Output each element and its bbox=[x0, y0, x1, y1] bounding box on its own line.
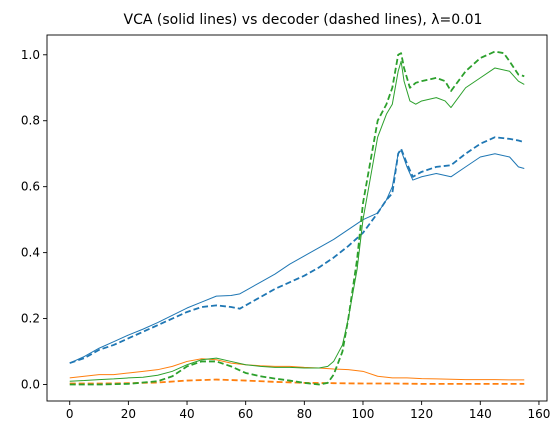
series-line-6-dashed bbox=[69, 50, 525, 386]
x-tick-label: 80 bbox=[297, 407, 312, 421]
x-tick-label: 0 bbox=[66, 407, 74, 421]
series-line-1-solid bbox=[69, 149, 525, 364]
x-tick-label: 140 bbox=[469, 407, 492, 421]
axes-frame bbox=[46, 34, 548, 402]
plot-area bbox=[69, 50, 525, 386]
series-group bbox=[69, 50, 525, 386]
y-tick-label: 0.0 bbox=[21, 378, 40, 392]
x-tick-label: 20 bbox=[121, 407, 136, 421]
y-tick-label: 0.8 bbox=[21, 114, 40, 128]
y-tick-label: 0.2 bbox=[21, 312, 40, 326]
y-tick-label: 0.6 bbox=[21, 180, 40, 194]
series-line-3-solid bbox=[69, 358, 525, 381]
y-tick-label: 0.4 bbox=[21, 246, 40, 260]
y-tick-label: 1.0 bbox=[21, 48, 40, 62]
x-tick-label: 60 bbox=[238, 407, 253, 421]
chart-title: VCA (solid lines) vs decoder (dashed lin… bbox=[124, 12, 483, 28]
series-line-2-dashed bbox=[69, 136, 525, 364]
axes: 0 20 40 60 80 100 120 140 160 0.0 0.2 0.4 0.6 0.8 1.0 bbox=[21, 34, 550, 421]
x-tick-label: 100 bbox=[352, 407, 375, 421]
x-tick-label: 40 bbox=[179, 407, 194, 421]
x-tick-label: 120 bbox=[410, 407, 433, 421]
series-line-4-dashed bbox=[69, 378, 525, 385]
x-tick-label: 160 bbox=[527, 407, 550, 421]
